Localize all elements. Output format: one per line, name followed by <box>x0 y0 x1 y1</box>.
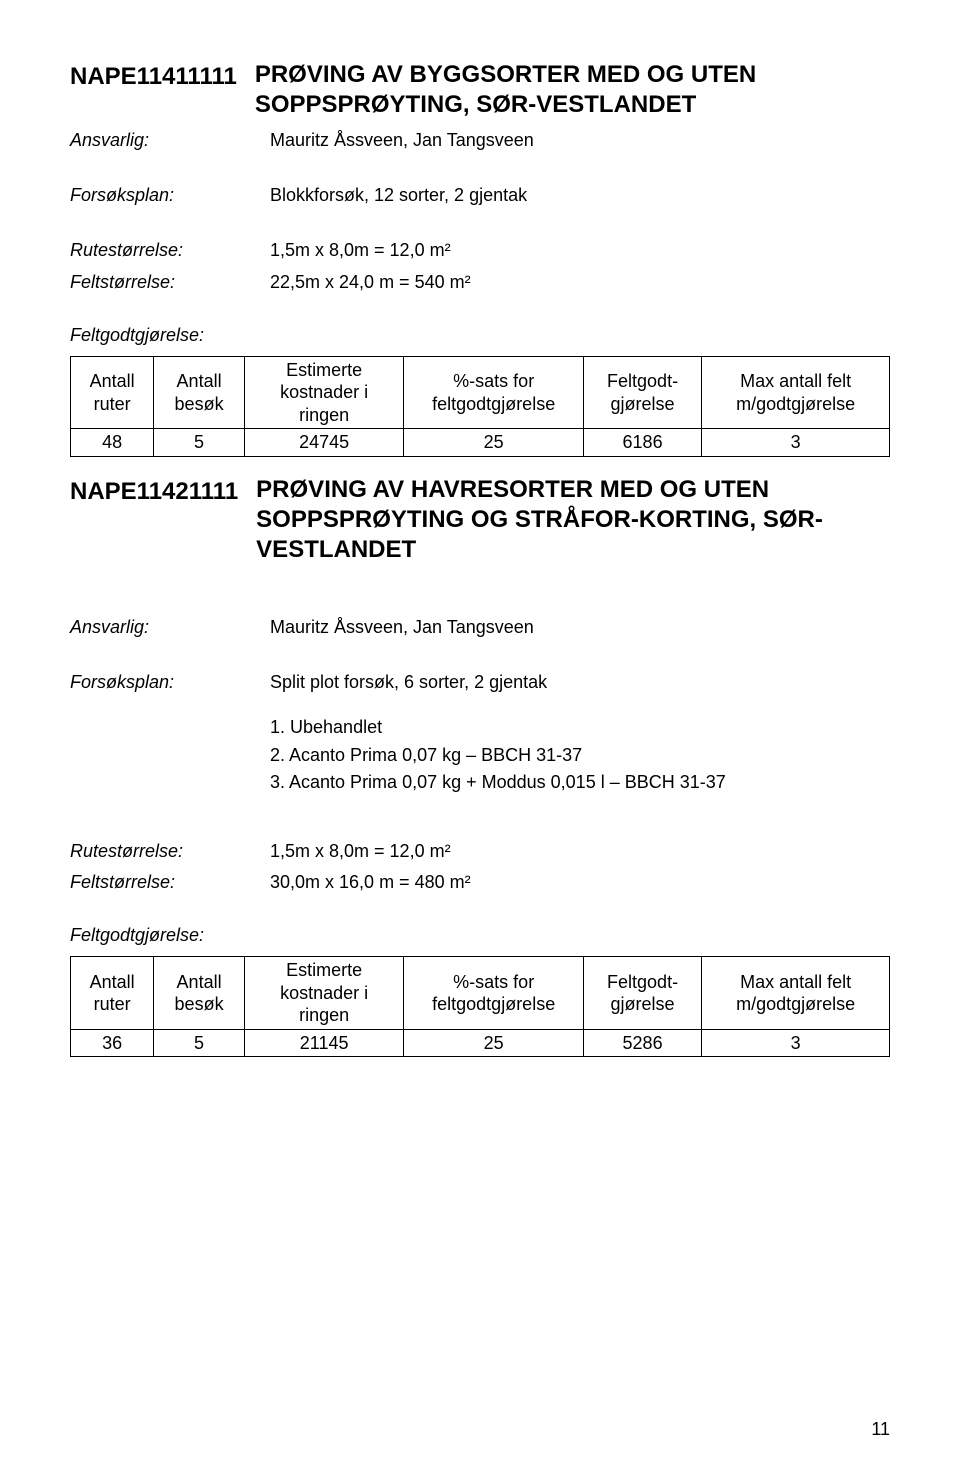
section2-rute-row: Rutestørrelse: 1,5m x 8,0m = 12,0 m² <box>70 839 890 864</box>
th: %-sats for feltgodtgjørelse <box>404 957 583 1030</box>
plan-label: Forsøksplan: <box>70 183 270 208</box>
td: 48 <box>71 429 154 457</box>
section1-ansvarlig-row: Ansvarlig: Mauritz Åssveen, Jan Tangsvee… <box>70 128 890 153</box>
ansvarlig-label: Ansvarlig: <box>70 128 270 153</box>
section2-title: PRØVING AV HAVRESORTER MED OG UTEN SOPPS… <box>256 475 890 565</box>
th: Feltgodt-gjørelse <box>583 356 701 429</box>
td: 5286 <box>583 1029 701 1057</box>
plan-label: Forsøksplan: <box>70 670 270 695</box>
section2-felt-row: Feltstørrelse: 30,0m x 16,0 m = 480 m² <box>70 870 890 895</box>
td: 5 <box>154 1029 245 1057</box>
td: 25 <box>404 429 583 457</box>
section1-fg-label: Feltgodtgjørelse: <box>70 323 890 348</box>
th: Estimerte kostnader i ringen <box>244 356 404 429</box>
plan-value: Blokkforsøk, 12 sorter, 2 gjentak <box>270 183 527 208</box>
section1-table: Antall ruter Antall besøk Estimerte kost… <box>70 356 890 457</box>
section1-felt-row: Feltstørrelse: 22,5m x 24,0 m = 540 m² <box>70 270 890 295</box>
th: Feltgodt-gjørelse <box>583 957 701 1030</box>
list-item: 2. Acanto Prima 0,07 kg – BBCH 31-37 <box>270 743 890 768</box>
page-number: 11 <box>871 1417 890 1442</box>
th: Max antall felt m/godtgjørelse <box>702 356 890 429</box>
felt-label: Feltstørrelse: <box>70 870 270 895</box>
rute-label: Rutestørrelse: <box>70 839 270 864</box>
th: Max antall felt m/godtgjørelse <box>702 957 890 1030</box>
td: 25 <box>404 1029 583 1057</box>
th: %-sats for feltgodtgjørelse <box>404 356 583 429</box>
plan-value: Split plot forsøk, 6 sorter, 2 gjentak <box>270 670 547 695</box>
list-item: 3. Acanto Prima 0,07 kg + Moddus 0,015 l… <box>270 770 890 795</box>
felt-label: Feltstørrelse: <box>70 270 270 295</box>
td: 6186 <box>583 429 701 457</box>
ansvarlig-value: Mauritz Åssveen, Jan Tangsveen <box>270 615 534 640</box>
th: Antall ruter <box>71 957 154 1030</box>
section2-plan-row: Forsøksplan: Split plot forsøk, 6 sorter… <box>70 670 890 695</box>
section1-plan-row: Forsøksplan: Blokkforsøk, 12 sorter, 2 g… <box>70 183 890 208</box>
ansvarlig-value: Mauritz Åssveen, Jan Tangsveen <box>270 128 534 153</box>
section1-rute-row: Rutestørrelse: 1,5m x 8,0m = 12,0 m² <box>70 238 890 263</box>
section2-ansvarlig-row: Ansvarlig: Mauritz Åssveen, Jan Tangsvee… <box>70 615 890 640</box>
td: 24745 <box>244 429 404 457</box>
felt-value: 30,0m x 16,0 m = 480 m² <box>270 870 471 895</box>
td: 3 <box>702 429 890 457</box>
th: Antall besøk <box>154 957 245 1030</box>
ansvarlig-label: Ansvarlig: <box>70 615 270 640</box>
section2-list: 1. Ubehandlet 2. Acanto Prima 0,07 kg – … <box>270 715 890 795</box>
section2-table: Antall ruter Antall besøk Estimerte kost… <box>70 956 890 1057</box>
th: Antall besøk <box>154 356 245 429</box>
td: 21145 <box>244 1029 404 1057</box>
section2-fg-label: Feltgodtgjørelse: <box>70 923 890 948</box>
td: 3 <box>702 1029 890 1057</box>
rute-value: 1,5m x 8,0m = 12,0 m² <box>270 238 451 263</box>
td: 36 <box>71 1029 154 1057</box>
list-item: 1. Ubehandlet <box>270 715 890 740</box>
section1-title: PRØVING AV BYGGSORTER MED OG UTEN SOPPSP… <box>255 60 890 120</box>
rute-value: 1,5m x 8,0m = 12,0 m² <box>270 839 451 864</box>
section1-code: NAPE11411111 <box>70 60 255 94</box>
rute-label: Rutestørrelse: <box>70 238 270 263</box>
section2-code: NAPE11421111 <box>70 475 256 509</box>
section1-heading: NAPE11411111 PRØVING AV BYGGSORTER MED O… <box>70 60 890 120</box>
td: 5 <box>154 429 245 457</box>
th: Antall ruter <box>71 356 154 429</box>
felt-value: 22,5m x 24,0 m = 540 m² <box>270 270 471 295</box>
section2-heading: NAPE11421111 PRØVING AV HAVRESORTER MED … <box>70 475 890 565</box>
th: Estimerte kostnader i ringen <box>244 957 404 1030</box>
